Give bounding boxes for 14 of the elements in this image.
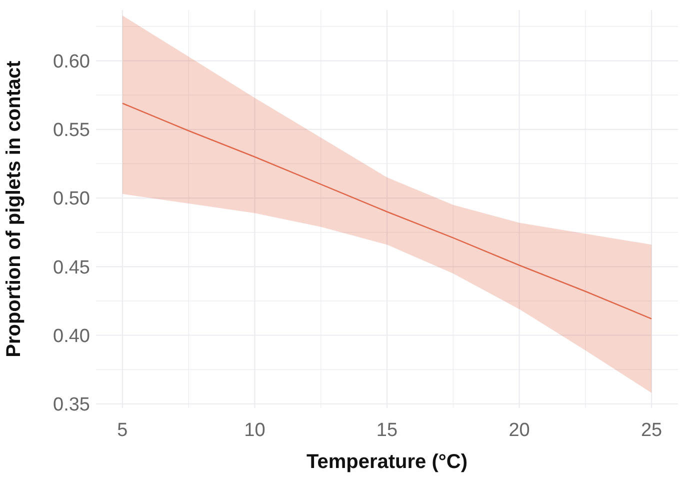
y-tick-label: 0.60 <box>53 51 90 72</box>
x-tick-label: 15 <box>376 420 398 441</box>
line-series <box>122 102 652 320</box>
y-tick-label: 0.40 <box>53 326 90 347</box>
x-tick-label: 5 <box>117 420 128 441</box>
x-tick-label: 25 <box>640 420 662 441</box>
y-tick-label: 0.50 <box>53 188 90 210</box>
x-tick-label: 20 <box>508 420 530 441</box>
x-axis-title: Temperature (°C) <box>306 451 468 473</box>
y-tick-label: 0.55 <box>53 120 90 142</box>
y-tick-label: 0.45 <box>53 257 90 278</box>
x-tick-label: 10 <box>244 420 266 441</box>
y-tick-label: 0.35 <box>53 394 90 416</box>
y-axis-title: Proportion of piglets in contact <box>3 60 25 358</box>
